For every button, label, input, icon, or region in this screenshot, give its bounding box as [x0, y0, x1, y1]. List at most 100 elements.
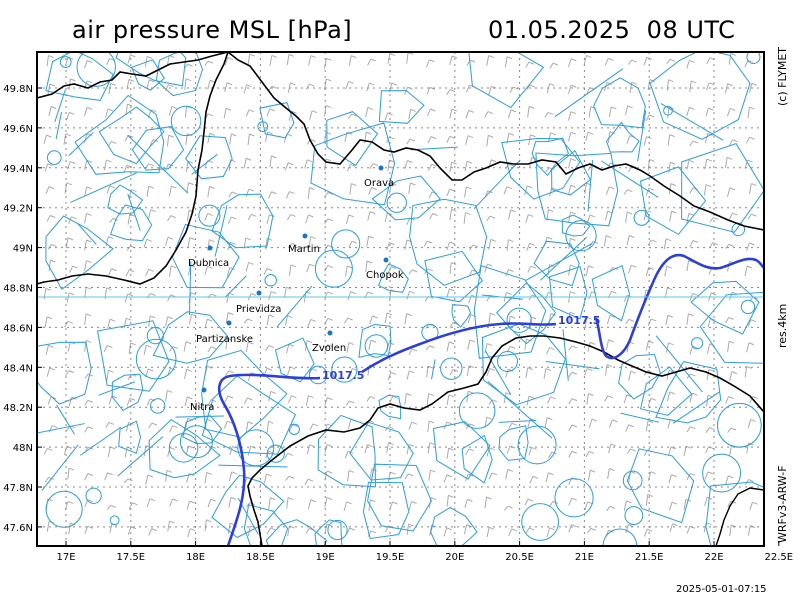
wind-barb: [386, 242, 390, 251]
wind-barb: [109, 218, 114, 224]
wind-barb: [165, 470, 168, 482]
wind-barb-flag: [248, 341, 254, 345]
terrain-peak: [521, 503, 559, 541]
wind-barb-flag: [747, 159, 753, 163]
wind-barb-flag: [586, 316, 592, 320]
wind-barb-flag: [226, 82, 233, 86]
wind-barb-flag: [327, 218, 334, 222]
wind-barb: [686, 107, 690, 117]
wind-barb-flag: [248, 261, 254, 265]
wind-barb-flag: [410, 182, 416, 186]
wind-barb: [747, 419, 752, 429]
wind-barb: [345, 214, 350, 225]
wind-barb-flag: [327, 291, 333, 295]
wind-barb: [369, 315, 373, 325]
wind-barb: [585, 265, 589, 276]
wind-barb-flag: [150, 109, 157, 113]
wind-barb-flag: [571, 524, 577, 528]
wind-barb: [464, 161, 468, 172]
wind-barb-flag: [451, 55, 458, 59]
wind-barb-flag: [647, 370, 653, 374]
wind-barb-flag: [631, 59, 637, 63]
terrain-peak: [45, 490, 83, 528]
wind-barb: [545, 167, 550, 173]
terrain-peak: [364, 334, 389, 358]
wind-barb-flag: [150, 293, 156, 296]
terrain-contour: [705, 481, 764, 546]
terrain-peak: [109, 515, 120, 526]
wind-barb: [324, 218, 329, 224]
wind-barb-flag: [489, 447, 495, 451]
wind-barb: [84, 213, 88, 224]
wind-barb-flag: [167, 236, 174, 240]
wind-barb: [84, 260, 87, 272]
lat-tick-label: 49.8N: [3, 84, 33, 95]
wind-barb: [324, 344, 329, 353]
terrain-contour: [201, 349, 288, 438]
wind-barb-flag: [547, 111, 554, 115]
wind-barb-flag: [230, 241, 236, 245]
wind-barb: [647, 239, 652, 246]
wind-barb-flag: [671, 501, 678, 505]
terrain-ridge: [225, 275, 247, 298]
terrain-contour: [349, 421, 414, 481]
wind-barb-flag: [87, 373, 94, 377]
wind-barb-flag: [449, 288, 455, 292]
wind-barb-flag: [709, 427, 715, 431]
wind-barb: [604, 395, 609, 402]
wind-barb-flag: [370, 339, 377, 343]
wind-barb: [84, 133, 88, 143]
terrain-ridge: [218, 464, 288, 468]
wind-barb: [148, 422, 153, 429]
wind-barb: [184, 396, 188, 407]
wind-barb: [184, 106, 188, 118]
wind-barb: [427, 108, 431, 116]
wind-barb-flag: [47, 498, 53, 502]
wind-barb: [387, 53, 391, 64]
wind-barb-flag: [647, 420, 654, 424]
wind-barb: [746, 242, 750, 251]
wind-barb-flag: [148, 368, 154, 372]
map-frame: [36, 51, 765, 547]
wind-barb-flag: [692, 392, 698, 396]
wind-barb: [686, 473, 691, 481]
wind-barb: [525, 527, 530, 534]
wind-barb-flag: [665, 238, 672, 242]
wind-barb: [384, 312, 388, 324]
terrain-ridge: [68, 132, 94, 157]
wind-barb-flag: [128, 269, 135, 273]
wind-barb-flag: [570, 84, 577, 88]
wind-barb-flag: [751, 213, 757, 217]
terrain-ridge: [410, 146, 458, 151]
wind-barb: [266, 214, 270, 224]
wind-barb: [84, 186, 88, 197]
wind-barb-flag: [526, 338, 532, 342]
wind-barb: [108, 395, 113, 405]
terrain-peak: [179, 425, 213, 459]
wind-barb-flag: [548, 472, 554, 476]
wind-barb-flag: [171, 185, 177, 189]
wind-barb-flag: [46, 316, 53, 320]
terrain-contour: [171, 223, 240, 289]
wind-barb-flag: [351, 240, 358, 244]
wind-barb-flag: [588, 450, 595, 454]
terrain-ridge: [587, 159, 594, 212]
wind-barb: [449, 55, 453, 66]
wind-barb-flag: [49, 83, 56, 87]
wind-barb-flag: [570, 211, 576, 215]
wind-barb-flag: [530, 265, 537, 269]
wind-barb-flag: [570, 158, 576, 162]
wind-barb: [725, 396, 730, 404]
terrain-contour: [362, 481, 410, 540]
border-north: [37, 52, 764, 231]
wind-barb: [469, 244, 474, 251]
wind-barb: [308, 55, 312, 66]
wind-barb-flag: [326, 497, 333, 500]
wind-barb: [264, 131, 269, 142]
wind-barb: [528, 447, 533, 456]
wind-barb: [284, 453, 289, 460]
wind-barb: [224, 57, 229, 66]
wind-barb: [645, 494, 649, 506]
wind-barb-flag: [449, 89, 456, 93]
wind-barb-flag: [389, 53, 395, 57]
